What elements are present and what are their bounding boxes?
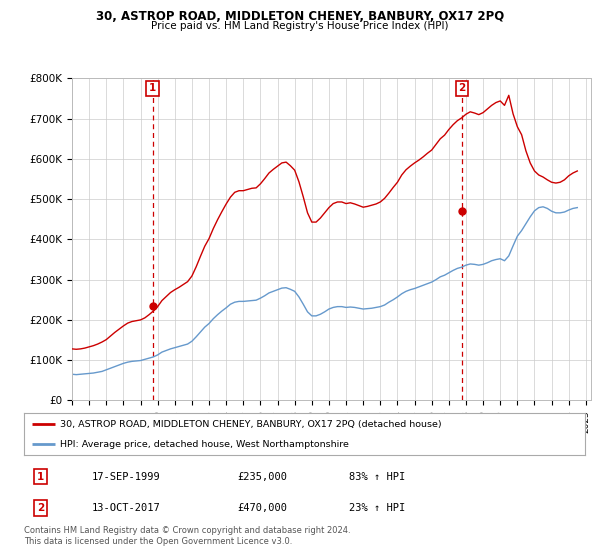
Text: 30, ASTROP ROAD, MIDDLETON CHENEY, BANBURY, OX17 2PQ: 30, ASTROP ROAD, MIDDLETON CHENEY, BANBU… xyxy=(96,10,504,23)
Text: 30, ASTROP ROAD, MIDDLETON CHENEY, BANBURY, OX17 2PQ (detached house): 30, ASTROP ROAD, MIDDLETON CHENEY, BANBU… xyxy=(61,419,442,428)
Text: 83% ↑ HPI: 83% ↑ HPI xyxy=(349,472,406,482)
Text: 17-SEP-1999: 17-SEP-1999 xyxy=(91,472,160,482)
Text: 23% ↑ HPI: 23% ↑ HPI xyxy=(349,503,406,513)
Text: 13-OCT-2017: 13-OCT-2017 xyxy=(91,503,160,513)
Text: 2: 2 xyxy=(37,503,44,513)
Text: 1: 1 xyxy=(37,472,44,482)
Text: HPI: Average price, detached house, West Northamptonshire: HPI: Average price, detached house, West… xyxy=(61,440,349,449)
Text: Contains HM Land Registry data © Crown copyright and database right 2024.
This d: Contains HM Land Registry data © Crown c… xyxy=(24,526,350,546)
Text: £470,000: £470,000 xyxy=(237,503,287,513)
Text: Price paid vs. HM Land Registry's House Price Index (HPI): Price paid vs. HM Land Registry's House … xyxy=(151,21,449,31)
Text: 2: 2 xyxy=(458,83,466,94)
Text: £235,000: £235,000 xyxy=(237,472,287,482)
Text: 1: 1 xyxy=(149,83,157,94)
